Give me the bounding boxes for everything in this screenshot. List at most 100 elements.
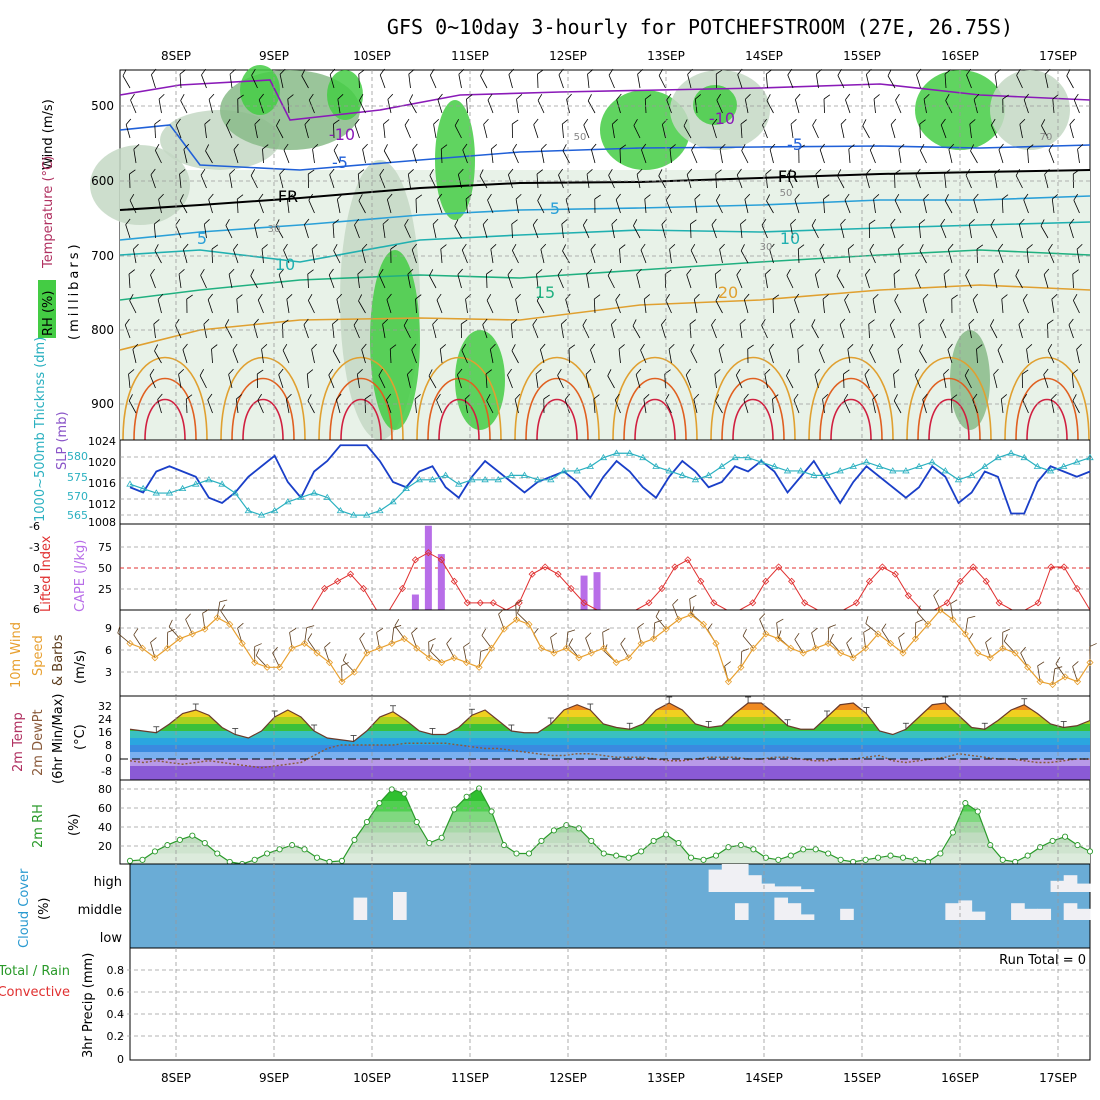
wind-barb xyxy=(458,68,465,89)
isotherm-line xyxy=(119,169,1091,211)
barb-flag xyxy=(237,622,244,629)
thickness-point xyxy=(363,511,371,518)
thickness-point xyxy=(218,480,226,487)
thickness-point xyxy=(1059,462,1068,469)
barb-flag xyxy=(743,393,749,400)
barb-flag xyxy=(487,193,492,201)
barb-staff xyxy=(307,639,318,654)
wind-barb xyxy=(1066,69,1074,89)
barb-staff xyxy=(1020,652,1029,668)
wind-barb xyxy=(301,69,309,89)
rh-contour-fill xyxy=(990,70,1070,150)
thickness-point xyxy=(376,506,384,514)
barb-flag xyxy=(254,218,260,225)
wind-barb xyxy=(389,344,397,364)
barb-flag xyxy=(715,269,722,275)
wind-barb xyxy=(537,69,544,89)
barb-flag xyxy=(933,589,940,596)
wind-barb xyxy=(557,368,564,389)
barb-staff xyxy=(1066,75,1074,89)
precip-tick-0.2: 0.2 xyxy=(107,1030,125,1043)
wind-barb xyxy=(761,318,768,339)
ytick-500: 500 xyxy=(91,99,114,113)
wind10m-point xyxy=(974,649,982,657)
wind10m-point xyxy=(413,644,421,652)
barb-staff xyxy=(465,299,468,314)
slp-tick-1020: 1020 xyxy=(88,456,116,469)
wind-barb xyxy=(257,293,264,314)
barb-flag xyxy=(794,293,800,301)
barb-flag xyxy=(461,343,466,351)
wind-barb xyxy=(772,394,779,414)
wind-barb xyxy=(378,368,386,389)
barb-flag xyxy=(1003,634,1008,642)
wind-barb xyxy=(1073,293,1080,314)
wind-barb xyxy=(235,394,243,414)
ylabel-total-rain: Total / Rain xyxy=(0,964,70,979)
thickness-point xyxy=(178,484,187,492)
panel7-ylabels: Total / Rain Convective 3hr Precip (mm) xyxy=(0,953,96,1058)
barb-staff xyxy=(793,399,800,414)
thickness-point xyxy=(336,506,345,514)
barb-staff xyxy=(285,399,290,414)
barb-staff xyxy=(255,655,268,668)
wind-barb xyxy=(486,269,493,289)
wind10m-barb xyxy=(446,637,455,658)
wind-barb xyxy=(333,143,341,164)
chart-title: GFS 0~10day 3-hourly for POTCHEFSTROOM (… xyxy=(387,15,1013,39)
barb-staff xyxy=(794,199,800,214)
isotherm-arch xyxy=(634,398,676,441)
wind-barb xyxy=(383,119,390,139)
barb-staff xyxy=(686,274,692,289)
li-tick--3: -3 xyxy=(29,541,40,554)
li-point xyxy=(450,577,458,585)
wind-barb xyxy=(735,368,743,389)
barb-staff xyxy=(794,639,804,654)
barb-staff xyxy=(893,274,896,289)
barb-flag xyxy=(1073,293,1078,301)
ylabel-precip: 3hr Precip (mm) xyxy=(81,953,96,1058)
rh-point xyxy=(800,846,807,853)
cape-tick-25: 25 xyxy=(98,583,112,596)
wind-barb xyxy=(132,343,139,364)
barb-staff xyxy=(894,200,902,214)
barb-flag xyxy=(480,648,489,652)
barb-flag xyxy=(133,143,140,150)
thick-tick-565: 565 xyxy=(67,509,88,522)
barb-staff xyxy=(378,275,386,289)
barb-staff xyxy=(304,124,309,139)
barb-flag xyxy=(359,93,364,101)
barb-flag xyxy=(669,144,676,150)
barb-staff xyxy=(993,274,998,289)
barb-staff xyxy=(919,123,921,139)
barb-flag xyxy=(611,218,618,225)
barb-flag xyxy=(620,637,626,645)
isotherm-arch xyxy=(242,398,284,441)
wind-barb xyxy=(487,193,494,214)
precip-panel: 0.8 0.6 0.4 0.2 0 Run Total = 0 Total / … xyxy=(0,947,1091,1066)
barb-staff xyxy=(683,125,692,139)
barb-flag xyxy=(498,608,505,615)
barb-flag xyxy=(486,293,492,301)
wind10m-point xyxy=(924,620,932,628)
rh-point xyxy=(388,786,395,793)
wind10m-point xyxy=(774,635,782,643)
barb-flag xyxy=(411,627,418,634)
barb-staff xyxy=(965,275,972,289)
barb-staff xyxy=(200,174,207,189)
barb-flag xyxy=(333,143,339,151)
barb-staff xyxy=(561,124,564,139)
barb-flag xyxy=(998,243,1004,251)
barb-flag xyxy=(482,318,488,325)
barb-flag xyxy=(582,218,588,226)
barb-staff xyxy=(275,225,284,239)
wind-barb xyxy=(786,168,794,189)
barb-staff xyxy=(794,99,800,114)
barb-staff xyxy=(235,399,239,414)
barb-flag xyxy=(819,243,825,251)
barb-staff xyxy=(786,175,794,189)
barb-staff xyxy=(872,399,876,414)
wind-barb xyxy=(998,243,1004,264)
barb-staff xyxy=(944,174,947,189)
